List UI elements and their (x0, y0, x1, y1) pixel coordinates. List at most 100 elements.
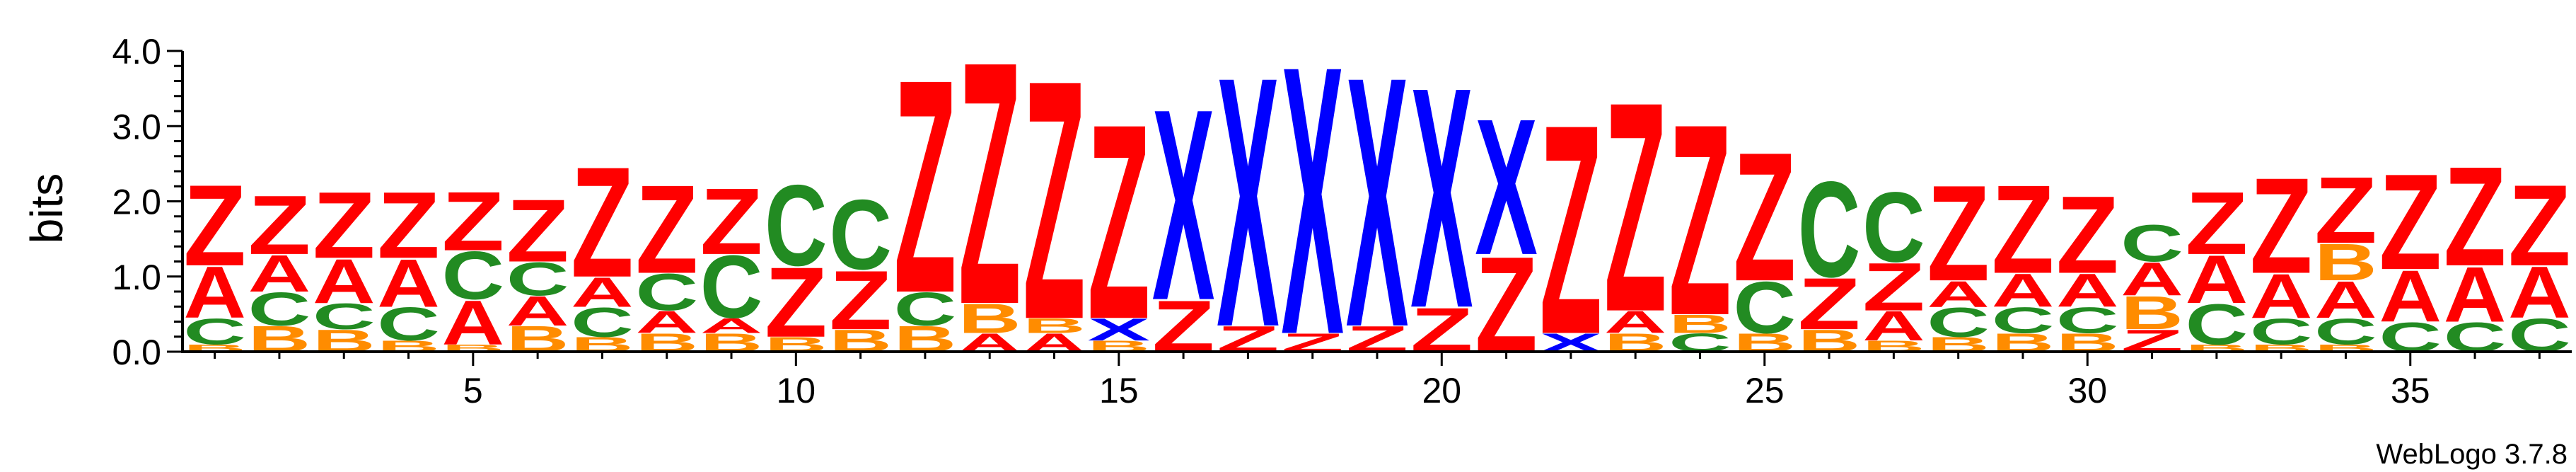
logo-letter-c: C (377, 298, 440, 350)
logo-letter-z: Z (1669, 67, 1731, 372)
logo-letter-c: C (1862, 171, 1925, 282)
logo-letter-c: C (1927, 299, 1990, 346)
logo-letter-z: Z (2314, 157, 2377, 263)
logo-letter-a: A (506, 288, 569, 335)
logo-letter-a: A (1862, 303, 1925, 350)
logo-letter-x: X (1475, 79, 1538, 296)
logo-letter-a: A (2379, 255, 2442, 338)
logo-letter-z: Z (2444, 138, 2507, 296)
logo-letter-z: Z (1604, 40, 1667, 374)
logo-letter-z: Z (1927, 158, 1990, 310)
x-tick-label: 35 (2391, 371, 2430, 410)
logo-letter-a: A (313, 246, 376, 316)
logo-letter-z: Z (1798, 263, 1861, 345)
logo-letter-c: C (1798, 154, 1861, 306)
weblogo-credit: WebLogo 3.7.8 (2376, 439, 2568, 470)
logo-letter-z: Z (2508, 161, 2571, 290)
y-axis-ticks: 0.0 1.0 2.0 3.0 4.0 (112, 32, 182, 372)
logo-letter-c: C (765, 161, 828, 290)
logo-letter-z: Z (183, 161, 246, 290)
logo-letter-z: Z (1734, 114, 1797, 319)
logo-letter-z: Z (635, 159, 698, 300)
logo-letter-a: A (2056, 264, 2119, 316)
logo-letter-c: C (2314, 311, 2377, 352)
logo-letter-z: Z (700, 168, 763, 274)
logo-letter-z: Z (1540, 62, 1603, 396)
logo-letter-b: B (1023, 313, 1086, 337)
logo-letter-a: A (1992, 264, 2055, 316)
logo-letter-b: B (958, 295, 1021, 342)
logo-letter-c: C (1992, 300, 2055, 341)
y-tick-label: 3.0 (112, 107, 161, 146)
logo-letter-z: Z (958, 0, 1021, 376)
logo-letter-a: A (1604, 304, 1667, 340)
letter-stacks: BCAZBCAZBCAZBCAZBACZBACZBCAZBACZBACZBZCB… (183, 0, 2570, 415)
logo-letter-c: C (700, 238, 763, 338)
logo-letter-a: A (2186, 241, 2249, 318)
logo-letter-a: A (700, 313, 763, 337)
logo-letter-b: B (2120, 287, 2183, 339)
logo-letter-z: Z (894, 16, 957, 357)
logo-letter-c: C (248, 283, 311, 335)
logo-letter-b: B (2314, 233, 2377, 292)
logo-letter-z: Z (765, 248, 828, 359)
x-tick-label: 20 (1422, 371, 1461, 410)
logo-letter-z: Z (2250, 150, 2313, 302)
logo-letter-a: A (442, 287, 505, 358)
logo-letter-c: C (313, 296, 376, 337)
logo-letter-c: C (894, 283, 957, 335)
logo-letter-z: Z (377, 172, 440, 277)
x-tick-label: 30 (2067, 371, 2107, 410)
logo-letter-a: A (183, 252, 246, 334)
logo-letter-c: C (829, 178, 892, 290)
logo-letter-x: X (1281, 0, 1344, 415)
x-tick-label: 25 (1745, 371, 1785, 410)
logo-letter-z: Z (1862, 249, 1925, 325)
logo-letter-c: C (2056, 300, 2119, 341)
logo-letter-z: Z (2056, 173, 2119, 297)
logo-letter-a: A (377, 246, 440, 322)
y-tick-label: 0.0 (112, 333, 161, 372)
logo-letter-c: C (2250, 311, 2313, 352)
x-tick-label: 5 (463, 371, 483, 410)
logo-letter-z: Z (313, 172, 376, 277)
logo-letter-a: A (248, 244, 311, 303)
x-tick-label: 10 (777, 371, 816, 410)
logo-letter-a: A (1927, 273, 1990, 314)
logo-letter-c: C (506, 253, 569, 305)
logo-letter-a: A (2314, 271, 2377, 330)
logo-letter-c: C (183, 311, 246, 352)
logo-letter-a: A (571, 269, 634, 316)
logo-letter-a: A (2508, 252, 2571, 334)
logo-letter-x: X (1152, 53, 1215, 358)
logo-letter-a: A (2120, 253, 2183, 305)
y-tick-label: 2.0 (112, 183, 161, 222)
logo-letter-c: C (442, 238, 505, 314)
axes: 0.0 1.0 2.0 3.0 4.0 5 10 15 20 25 30 35 bits (21, 32, 2572, 410)
logo-letter-z: Z (571, 134, 634, 310)
y-tick-label: 4.0 (112, 32, 161, 71)
logo-letter-z: Z (1088, 67, 1151, 377)
logo-letter-c: C (1734, 267, 1797, 349)
logo-letter-z: Z (829, 253, 892, 347)
logo-letter-z: Z (506, 180, 569, 280)
logo-letter-z: Z (1992, 159, 2055, 300)
logo-letter-c: C (635, 263, 698, 322)
logo-letter-x: X (1410, 22, 1473, 374)
logo-letter-c: C (2120, 214, 2183, 273)
x-tick-label: 15 (1099, 371, 1139, 410)
logo-letter-z: Z (2379, 146, 2442, 299)
logo-letter-z: Z (1023, 10, 1086, 391)
logo-letter-z: Z (248, 178, 311, 272)
logo-letter-x: X (1346, 3, 1409, 401)
logo-letter-x: X (1217, 3, 1280, 401)
x-axis-ticks: 5 10 15 20 25 30 35 (214, 352, 2541, 410)
logo-letter-z: Z (442, 175, 505, 269)
logo-letter-a: A (2250, 261, 2313, 332)
logo-letter-a: A (2444, 251, 2507, 339)
logo-letter-a: A (635, 304, 698, 340)
logo-letter-z: Z (2186, 173, 2249, 273)
logo-letter-b: B (1669, 309, 1731, 338)
